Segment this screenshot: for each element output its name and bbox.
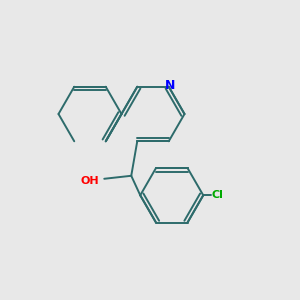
Text: Cl: Cl — [212, 190, 224, 200]
Text: N: N — [165, 79, 175, 92]
Text: OH: OH — [80, 176, 99, 186]
